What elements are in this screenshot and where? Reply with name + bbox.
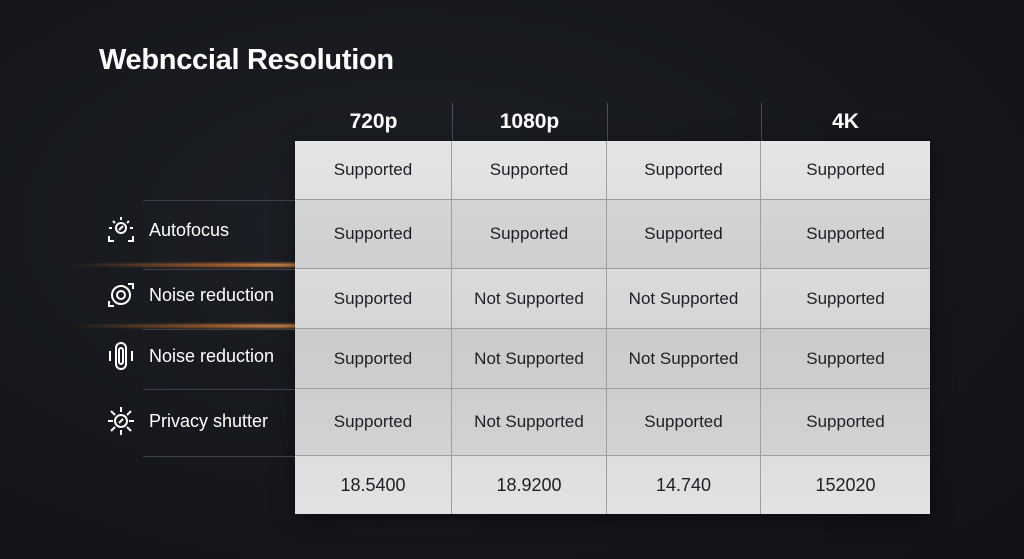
row-label-text: Noise reduction — [149, 284, 275, 305]
column-header-720p: 720p — [349, 110, 398, 133]
divider — [143, 200, 295, 201]
table-cell: Supported — [607, 389, 761, 456]
page-title: Webnccial Resolution — [99, 44, 394, 76]
row-label-privacy-shutter: Privacy shutter — [105, 405, 268, 437]
table-cell: Supported — [761, 141, 930, 200]
table-cell: Supported — [452, 200, 607, 269]
table-cell: 18.5400 — [295, 456, 452, 514]
column-header-1080p: 1080p — [499, 110, 560, 133]
comparison-table: Supported Supported Supported Supported Supp… — [295, 141, 930, 514]
row-label-text: Autofocus — [149, 219, 230, 240]
table-cell: Not Supported — [452, 389, 607, 456]
table-cell: Supported — [607, 200, 761, 269]
table-cell: 152020 — [815, 474, 876, 495]
autofocus-icon — [108, 217, 134, 242]
table-cell: Supported — [761, 200, 930, 269]
row-label-text: Privacy shutter — [149, 410, 269, 431]
microphone-icon — [109, 342, 133, 370]
table-cell: Not Supported — [607, 269, 761, 329]
divider — [452, 103, 453, 141]
column-header-4k: 4K — [832, 110, 859, 133]
table-cell: Supported — [761, 269, 930, 329]
divider — [143, 329, 295, 330]
glow-line — [60, 323, 380, 329]
table-cell: 14.740 — [607, 456, 761, 514]
glow-line — [60, 262, 380, 268]
row-label-noise-reduction-2: Noise reduction — [105, 340, 274, 372]
divider — [143, 269, 295, 270]
table-cell: Supported — [295, 269, 452, 329]
divider — [607, 103, 608, 141]
table-cell: 18.9200 — [452, 456, 607, 514]
column-header-3 — [607, 103, 761, 141]
lens-icon — [108, 283, 134, 307]
table-cell: Supported — [295, 389, 452, 456]
divider — [761, 103, 762, 141]
row-label-autofocus: Autofocus — [105, 214, 229, 246]
table-cell: Supported — [607, 141, 761, 200]
table-cell: Supported — [295, 329, 452, 389]
table-cell: Not Supported — [452, 329, 607, 389]
table-cell: Not Supported — [452, 269, 607, 329]
row-label-text: Noise reduction — [149, 345, 275, 366]
divider — [143, 456, 295, 457]
table-cell: Supported — [452, 141, 607, 200]
shutter-icon — [108, 407, 134, 435]
table-cell: Supported — [295, 200, 452, 269]
row-label-noise-reduction: Noise reduction — [105, 279, 274, 311]
table-cell: Not Supported — [607, 329, 761, 389]
divider — [143, 389, 295, 390]
table-cell: Supported — [761, 329, 930, 389]
table-cell: Supported — [295, 141, 452, 200]
table-cell: Supported — [761, 389, 930, 456]
